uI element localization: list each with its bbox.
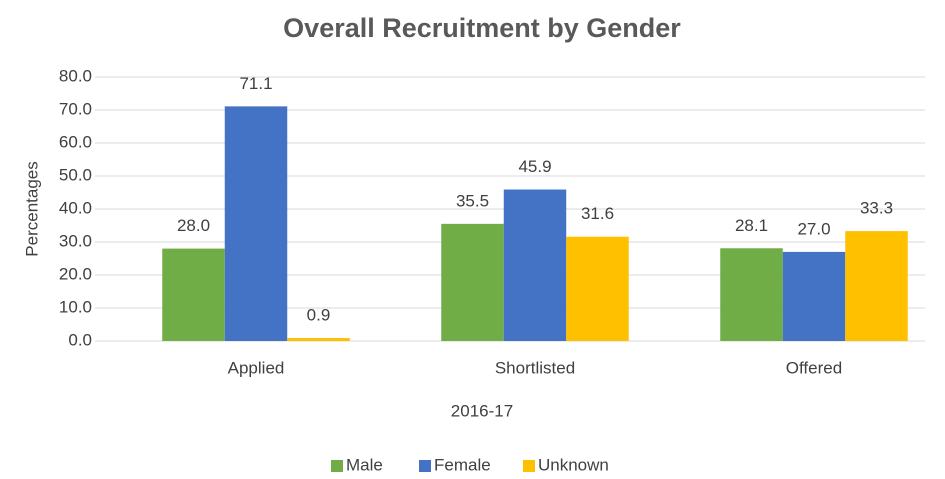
y-tick-label: 20.0 bbox=[59, 264, 92, 283]
bar bbox=[503, 189, 567, 341]
y-tick-label: 40.0 bbox=[59, 198, 92, 217]
data-label: 0.9 bbox=[307, 306, 331, 325]
bar bbox=[287, 338, 350, 341]
y-tick-label: 70.0 bbox=[59, 99, 92, 118]
y-tick-label: 60.0 bbox=[59, 132, 92, 151]
data-label: 31.6 bbox=[581, 204, 614, 223]
y-tick-label: 10.0 bbox=[59, 297, 92, 316]
bar bbox=[162, 248, 225, 341]
bar bbox=[782, 251, 846, 341]
legend-label: Unknown bbox=[538, 455, 609, 474]
legend-swatch bbox=[331, 460, 343, 472]
x-tick-label: Offered bbox=[786, 358, 842, 377]
y-axis-label: Percentages bbox=[22, 161, 41, 256]
chart-title: Overall Recruitment by Gender bbox=[283, 13, 681, 43]
data-label: 27.0 bbox=[797, 219, 830, 238]
legend-swatch bbox=[523, 460, 535, 472]
data-label: 45.9 bbox=[518, 157, 551, 176]
data-label: 71.1 bbox=[239, 74, 272, 93]
y-tick-label: 0.0 bbox=[68, 330, 92, 349]
legend-label: Male bbox=[346, 455, 383, 474]
data-label: 28.1 bbox=[735, 216, 768, 235]
x-axis-label: 2016-17 bbox=[451, 401, 513, 420]
data-label: 33.3 bbox=[860, 199, 893, 218]
x-tick-label: Shortlisted bbox=[495, 358, 575, 377]
y-tick-label: 50.0 bbox=[59, 165, 92, 184]
x-tick-label: Applied bbox=[228, 358, 285, 377]
y-tick-label: 80.0 bbox=[59, 66, 92, 85]
legend-swatch bbox=[419, 460, 431, 472]
bar bbox=[566, 236, 629, 341]
legend-label: Female bbox=[434, 455, 491, 474]
bar bbox=[845, 231, 908, 341]
y-tick-label: 30.0 bbox=[59, 231, 92, 250]
bar bbox=[441, 223, 504, 341]
data-label: 35.5 bbox=[456, 191, 489, 210]
bar bbox=[224, 106, 288, 342]
bar bbox=[720, 248, 783, 341]
data-label: 28.0 bbox=[177, 216, 210, 235]
